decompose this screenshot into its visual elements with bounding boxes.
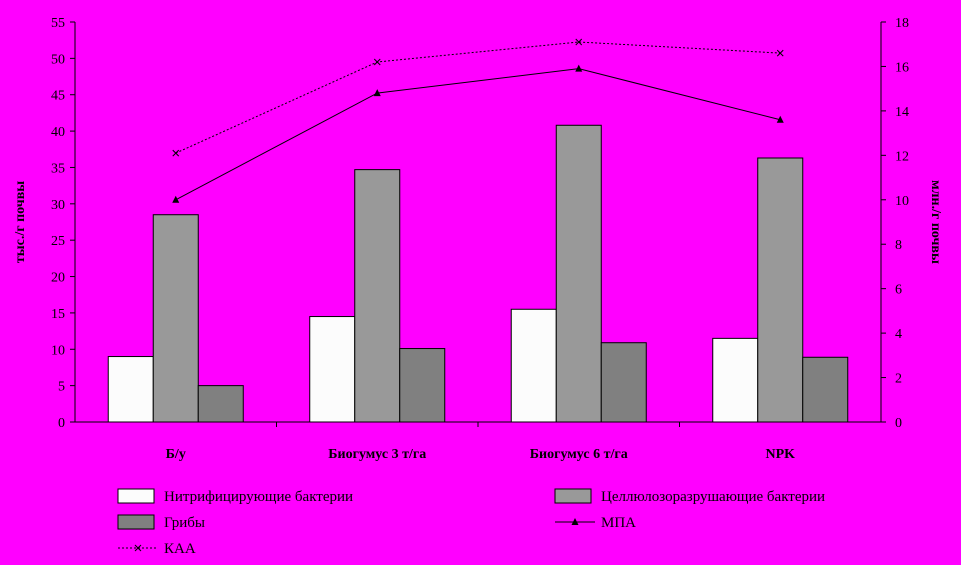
y2-tick-label: 2: [895, 372, 902, 387]
legend-label: МПА: [601, 515, 636, 531]
y2-tick-label: 10: [895, 194, 909, 209]
y-tick-label: 0: [58, 416, 65, 431]
y2-tick-label: 0: [895, 416, 902, 431]
y-axis-title: тыс./г почвы: [13, 181, 28, 263]
legend-label: Целлюлозоразрушающие бактерии: [601, 489, 825, 505]
bar: [757, 157, 804, 423]
y2-tick-label: 4: [895, 327, 902, 342]
line-point: [575, 38, 583, 46]
y-tick-label: 55: [51, 16, 65, 31]
series-line: [175, 41, 781, 154]
series-line: [175, 68, 781, 201]
legend-swatch: [554, 488, 592, 504]
y-tick-label: 15: [51, 307, 65, 322]
bar: [152, 214, 199, 423]
line-point: [172, 195, 180, 203]
y-tick-label: 30: [51, 198, 65, 213]
lines-group: [172, 38, 784, 203]
bar: [197, 385, 244, 423]
bar: [802, 356, 849, 423]
y-tick-label: 5: [58, 380, 65, 395]
y2-tick-label: 8: [895, 238, 902, 253]
legend-swatch: [117, 488, 155, 504]
x-tick-label: Биогумус 3 т/га: [328, 447, 426, 462]
y2-tick-label: 16: [895, 60, 909, 75]
legend-swatch: [117, 514, 155, 530]
legend-label: КАА: [164, 541, 196, 557]
line-point: [172, 149, 180, 157]
legend-label: Нитрифицирующие бактерии: [164, 489, 353, 505]
y-tick-label: 25: [51, 234, 65, 249]
line-point: [776, 115, 784, 123]
line-point: [571, 518, 579, 525]
bar: [712, 337, 759, 423]
line-point: [134, 544, 142, 552]
bar: [399, 348, 446, 423]
y2-axis-title: млн./г почвы: [928, 180, 943, 264]
y-tick-label: 20: [51, 271, 65, 286]
y-tick-label: 35: [51, 161, 65, 176]
line-point: [373, 58, 381, 66]
y-tick-label: 40: [51, 125, 65, 140]
y2-tick-label: 12: [895, 149, 909, 164]
y2-tick-label: 18: [895, 16, 909, 31]
legend: Нитрифицирующие бактерии Целлюлозоразруша…: [117, 488, 825, 557]
legend-label: Грибы: [164, 515, 205, 531]
line-point: [776, 49, 784, 57]
y-tick-label: 10: [51, 343, 65, 358]
bar: [600, 342, 647, 423]
line-point: [373, 89, 381, 97]
bar: [510, 308, 557, 423]
y2-tick-label: 6: [895, 283, 902, 298]
bar: [107, 356, 154, 423]
y-tick-label: 50: [51, 52, 65, 67]
bar: [555, 124, 602, 423]
bars-group: [107, 124, 849, 423]
y-tick-label: 45: [51, 89, 65, 104]
x-tick-label: NPK: [765, 447, 795, 462]
tick-labels-group: 0 5 10 15 20 25 30 35 40 45 50 55 0 2 4 6 8 10 12 14 16 18 Б/у…: [51, 16, 909, 462]
bar: [309, 316, 356, 423]
line-point: [575, 64, 583, 72]
x-tick-label: Б/у: [166, 447, 186, 462]
bar: [354, 169, 401, 423]
y2-tick-label: 14: [895, 105, 909, 120]
x-tick-label: Биогумус 6 т/га: [530, 447, 628, 462]
